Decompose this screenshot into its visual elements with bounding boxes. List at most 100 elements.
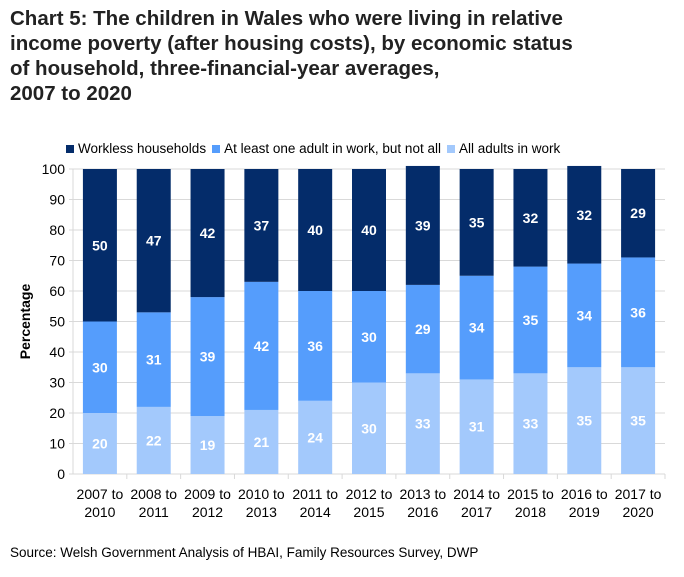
data-label: 47	[146, 233, 162, 249]
y-tick-label: 80	[49, 222, 65, 238]
data-label: 19	[200, 437, 216, 453]
data-label: 20	[92, 436, 108, 452]
bar-segment	[352, 382, 386, 474]
bar-segment	[459, 169, 494, 276]
y-tick-label: 10	[49, 436, 65, 452]
source-note: Source: Welsh Government Analysis of HBA…	[10, 545, 479, 560]
data-label: 35	[469, 214, 485, 230]
data-label: 34	[576, 307, 592, 323]
y-tick-label: 50	[49, 314, 65, 330]
title-line: Chart 5: The children in Wales who were …	[10, 7, 563, 30]
data-label: 22	[146, 432, 162, 448]
data-label: 30	[92, 359, 108, 375]
y-tick-label: 20	[49, 405, 65, 421]
x-tick-label: 2015	[353, 504, 384, 520]
bar-segment	[621, 169, 656, 258]
bar-segment	[513, 169, 548, 267]
legend: Workless households At least one adult i…	[66, 141, 566, 156]
bar-segment	[405, 165, 440, 285]
legend-item-all-adults: All adults in work	[446, 141, 561, 156]
bar-segment	[136, 406, 171, 474]
x-tick-label: 2018	[515, 504, 546, 520]
x-tick-label: 2011 to	[292, 486, 338, 502]
bar-segment	[136, 169, 171, 313]
data-label: 31	[469, 419, 485, 435]
data-label: 24	[307, 429, 323, 445]
bar-segment	[244, 169, 279, 282]
bar-segment	[190, 416, 225, 474]
x-tick-label: 2013 to	[399, 486, 446, 502]
x-tick-label: 2010	[84, 504, 115, 520]
bar-segment	[352, 169, 386, 291]
bar-segment	[352, 291, 386, 383]
bar-segment	[405, 373, 440, 474]
x-tick-label: 2009 to	[184, 486, 231, 502]
x-tick-label: 2012	[192, 504, 223, 520]
legend-item-workless: Workless households	[66, 141, 206, 156]
x-tick-label: 2014	[300, 504, 331, 520]
data-label: 40	[307, 222, 323, 238]
data-label: 30	[361, 420, 377, 436]
bar-segment	[82, 413, 117, 474]
bar-segment	[190, 169, 225, 298]
bar-segment	[244, 281, 279, 410]
legend-item-one-adult: At least one adult in work, but not all	[212, 141, 441, 156]
y-tick-label: 100	[42, 161, 66, 177]
x-tick-label: 2017 to	[615, 486, 662, 502]
bar-segment	[298, 169, 333, 291]
bar-segment	[567, 263, 602, 368]
bar-segment	[621, 367, 656, 474]
data-label: 29	[415, 321, 431, 337]
data-label: 39	[200, 349, 216, 365]
y-tick-label: 60	[49, 283, 65, 299]
x-tick-label: 2020	[623, 504, 654, 520]
legend-swatch	[446, 144, 455, 153]
data-label: 35	[523, 312, 539, 328]
bar-segment	[136, 312, 171, 407]
title-line: 2007 to 2020	[10, 82, 132, 105]
data-label: 31	[146, 352, 162, 368]
x-tick-label: 2019	[569, 504, 600, 520]
data-label: 42	[200, 225, 216, 241]
x-tick-label: 2016	[407, 504, 438, 520]
y-axis-label: Percentage	[17, 284, 33, 360]
bar-segment	[621, 257, 656, 368]
legend-label: All adults in work	[458, 141, 561, 156]
x-tick-label: 2017	[461, 504, 492, 520]
x-tick-label: 2007 to	[77, 486, 124, 502]
data-label: 32	[576, 207, 592, 223]
data-label: 32	[523, 210, 539, 226]
title-line: income poverty (after housing costs), by…	[10, 32, 573, 55]
y-tick-label: 90	[49, 192, 65, 208]
title-line: of household, three-financial-year avera…	[10, 57, 440, 80]
legend-label: At least one adult in work, but not all	[224, 141, 441, 156]
legend-swatch	[66, 144, 74, 153]
x-tick-label: 2012 to	[346, 486, 393, 502]
data-label: 36	[307, 338, 323, 354]
bar-segment	[513, 266, 548, 374]
bar-segment	[459, 379, 494, 474]
x-tick-label: 2010 to	[238, 486, 285, 502]
data-label: 30	[361, 329, 377, 345]
bar-segment	[298, 400, 333, 474]
bar-segment	[298, 291, 333, 401]
data-label: 34	[469, 320, 485, 336]
x-tick-label: 2013	[246, 504, 277, 520]
bar-segment	[190, 297, 225, 417]
y-tick-label: 70	[49, 253, 65, 269]
data-label: 33	[523, 416, 539, 432]
data-label: 29	[630, 205, 646, 221]
x-tick-label: 2015 to	[507, 486, 554, 502]
bar-segment	[82, 169, 117, 322]
bar-segment	[459, 275, 494, 380]
data-label: 35	[576, 413, 592, 429]
data-label: 33	[415, 416, 431, 432]
data-label: 21	[254, 434, 270, 450]
legend-label: Workless households	[78, 141, 207, 156]
data-label: 42	[254, 338, 270, 354]
data-label: 39	[415, 217, 431, 233]
y-tick-label: 40	[49, 344, 65, 360]
legend-swatch	[212, 144, 221, 153]
data-label: 35	[630, 413, 646, 429]
